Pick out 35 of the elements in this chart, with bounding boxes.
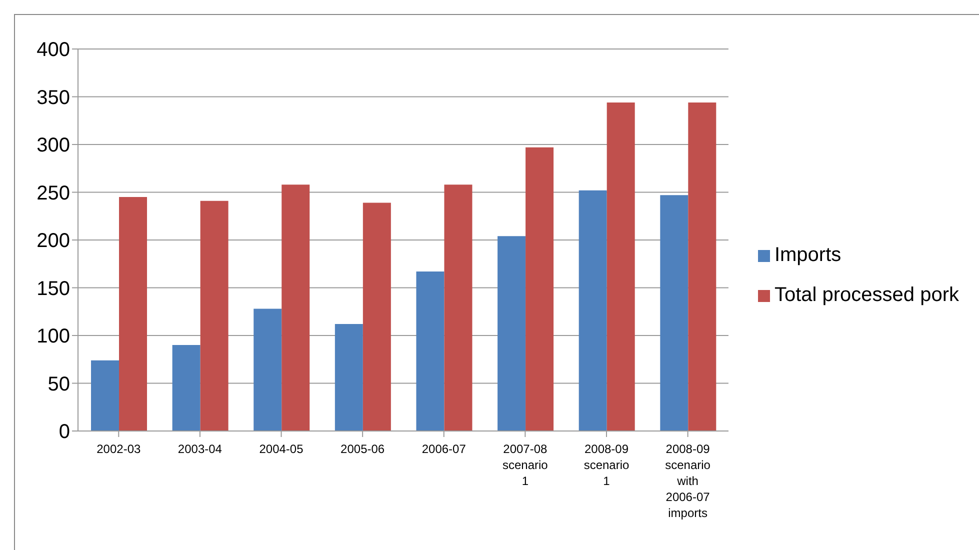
y-tick-label: 100 — [36, 326, 70, 348]
bar — [526, 147, 554, 431]
x-tick-label: 2002-03 — [96, 442, 141, 456]
bar — [334, 324, 363, 431]
x-tick-label: 2008-09 scenario 1 — [584, 442, 630, 488]
y-tick-label: 350 — [36, 86, 70, 109]
legend-label: Imports — [774, 244, 842, 266]
bar — [282, 184, 310, 431]
x-tick-label: 2003-04 — [178, 442, 222, 456]
x-tick-label: 2008-09 scenario with 2006-07 imports — [665, 442, 711, 520]
x-tick-label: 2006-07 — [422, 442, 466, 456]
bar — [200, 200, 228, 431]
bar — [660, 195, 688, 431]
bar — [498, 236, 526, 431]
y-tick-label: 50 — [48, 373, 70, 396]
bar — [444, 184, 472, 431]
bar — [362, 202, 391, 431]
y-tick-label: 250 — [36, 182, 70, 204]
bar — [416, 272, 444, 431]
y-tick-label: 200 — [36, 230, 70, 252]
bar — [91, 360, 120, 431]
y-tick-label: 300 — [36, 134, 70, 157]
bar — [254, 308, 282, 431]
y-tick-label: 0 — [58, 421, 70, 444]
bar — [172, 345, 200, 431]
bar — [578, 190, 607, 431]
x-tick-label: 2005-06 — [340, 442, 385, 456]
bar — [119, 197, 148, 431]
bar — [688, 102, 716, 431]
y-tick-label: 150 — [36, 278, 70, 300]
x-tick-label: 2007-08 scenario 1 — [502, 442, 548, 488]
y-tick-label: 400 — [36, 39, 70, 62]
x-tick-label: 2004-05 — [259, 442, 304, 456]
legend-label: Total processed pork — [774, 284, 959, 306]
bar — [606, 102, 635, 431]
